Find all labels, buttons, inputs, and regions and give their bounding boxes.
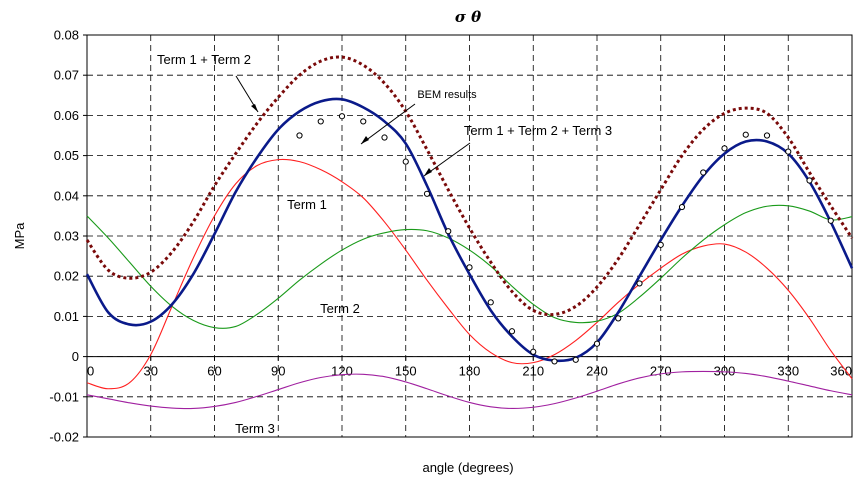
y-tick-label: 0.05: [54, 148, 79, 163]
y-axis-label: MPa: [12, 222, 27, 250]
annotation-term1: Term 1: [287, 197, 327, 212]
series-point-bem-results: [317, 118, 324, 125]
x-tick-label: 330: [777, 364, 799, 379]
series-point-bem-results: [338, 113, 346, 120]
annotation-term123-arrowhead: [424, 168, 432, 176]
x-axis-label: angle (degrees): [422, 460, 513, 475]
chart-title: σ θ: [455, 8, 481, 26]
series-point-bem-results: [785, 148, 792, 155]
annotation-term123-arrow: [423, 142, 471, 177]
x-tick-label: 90: [271, 364, 285, 379]
x-tick-label: 0: [87, 364, 94, 379]
series-point-bem-results: [508, 328, 516, 335]
annotation-term1-plus-term2-arrowhead: [251, 104, 258, 112]
y-tick-label: 0.01: [54, 309, 79, 324]
x-tick-label: 240: [586, 364, 608, 379]
x-axis-ticks: 0 30 60 90 120 150 180 210 240 270 300 330 360: [86, 356, 853, 379]
y-tick-label: 0.07: [54, 68, 79, 83]
y-tick-label: 0.02: [54, 269, 79, 284]
series-point-bem-results: [742, 131, 749, 138]
y-tick-label: -0.01: [49, 389, 79, 404]
x-tick-label: 150: [395, 364, 417, 379]
y-tick-label: 0.08: [54, 28, 79, 43]
x-tick-label: 210: [522, 364, 544, 379]
y-tick-label: 0.03: [54, 229, 79, 244]
series-point-bem-results: [572, 356, 579, 363]
marker-layer: [296, 113, 834, 365]
y-tick-label: 0.06: [54, 108, 79, 123]
annotation-bem-arrow: [360, 103, 416, 145]
x-tick-label: 270: [650, 364, 672, 379]
series-point-bem-results: [593, 340, 601, 347]
x-tick-label: 30: [144, 364, 158, 379]
series-point-bem-results: [402, 158, 409, 165]
x-tick-label: 120: [331, 364, 353, 379]
x-tick-label: 60: [207, 364, 221, 379]
series-point-bem-results: [827, 217, 834, 224]
series-point-bem-results: [530, 348, 537, 355]
annotation-term1-plus-term2: Term 1 + Term 2: [157, 52, 251, 67]
series-point-bem-results: [700, 169, 707, 176]
series-line-term-3: [86, 370, 853, 410]
series-point-bem-results: [445, 228, 452, 235]
series-point-bem-results: [423, 190, 431, 197]
series-point-bem-results: [296, 132, 303, 139]
series-layer: [85, 55, 854, 410]
annotation-bem: BEM results: [417, 89, 477, 101]
series-point-bem-results: [657, 241, 664, 248]
series-line-term-1-term-2-term-3: [85, 97, 854, 363]
series-point-bem-results: [381, 134, 388, 141]
annotation-term2: Term 2: [320, 301, 360, 316]
series-point-bem-results: [636, 280, 643, 287]
y-axis-ticks: -0.02 -0.01 0 0.01 0.02 0.03 0.04 0.05 0.06 0.07 0…: [49, 28, 87, 445]
series-point-bem-results: [360, 118, 367, 125]
series-point-bem-results: [466, 264, 473, 271]
y-tick-label: 0: [72, 349, 79, 364]
series-point-bem-results: [721, 145, 728, 152]
series-line-term-2: [86, 204, 853, 329]
annotation-bem-arrowhead: [361, 136, 369, 144]
series-line-term-1: [86, 158, 853, 390]
series-point-bem-results: [806, 177, 813, 184]
x-tick-label: 180: [459, 364, 481, 379]
annotation-term3: Term 3: [235, 421, 275, 436]
series-point-bem-results: [551, 358, 558, 365]
annotation-term123: Term 1 + Term 2 + Term 3: [464, 123, 612, 138]
y-tick-label: 0.04: [54, 188, 79, 203]
y-tick-label: -0.02: [49, 430, 79, 445]
series-point-bem-results: [615, 315, 622, 322]
series-point-bem-results: [678, 203, 686, 211]
series-point-bem-results: [763, 132, 771, 139]
series-line-term-1-term-2: [85, 55, 854, 317]
series-point-bem-results: [487, 299, 494, 306]
x-tick-label: 360: [830, 364, 852, 379]
x-tick-label: 300: [714, 364, 736, 379]
